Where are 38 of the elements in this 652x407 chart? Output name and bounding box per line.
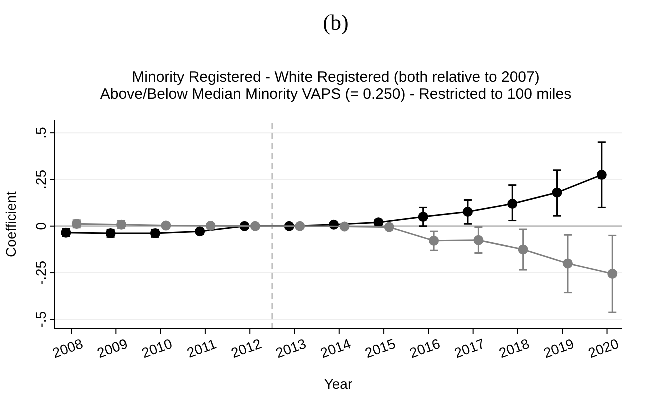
point (429, 236, 440, 246)
point (552, 188, 562, 198)
y-tick-label: .5 (33, 127, 49, 139)
x-tick-label: 2019 (542, 335, 576, 362)
x-tick-label: 2016 (408, 335, 443, 362)
point (462, 206, 473, 217)
point (295, 221, 306, 232)
point (206, 220, 216, 231)
x-tick-label: 2018 (496, 335, 532, 362)
point (508, 198, 518, 209)
point (418, 212, 428, 222)
x-tick-label: 2014 (318, 335, 354, 362)
y-tick-label: -.25 (33, 260, 49, 286)
x-tick-label: 2020 (586, 335, 622, 362)
x-tick-label: 2010 (140, 335, 175, 362)
point (384, 222, 394, 232)
point (518, 244, 528, 255)
x-tick-label: 2011 (184, 336, 219, 361)
point (596, 170, 607, 180)
x-tick-label: 2017 (452, 335, 488, 362)
point (474, 235, 484, 246)
y-tick-label: 0 (33, 222, 49, 230)
x-tick-label: 2009 (95, 335, 130, 362)
x-tick-label: 2008 (50, 335, 86, 362)
y-tick-label: -.5 (33, 311, 49, 328)
text: (b) (323, 10, 349, 35)
x-tick-label: 2015 (362, 335, 398, 362)
x-tick-label: 2013 (274, 335, 309, 362)
y-tick-label: .25 (33, 170, 49, 190)
point (562, 258, 573, 269)
chart-subtitle: Above/Below Median Minority VAPS (= 0.250) - Restricted to 100 miles (100, 86, 572, 103)
point (608, 268, 618, 279)
point (250, 221, 260, 232)
y-axis-title: Coefficient (3, 191, 19, 258)
x-axis-title: Year (324, 376, 353, 392)
point (340, 222, 350, 232)
chart-title: Minority Registered - White Registered (both relative to 2007) (132, 69, 540, 86)
x-tick-label: 2012 (229, 335, 264, 362)
